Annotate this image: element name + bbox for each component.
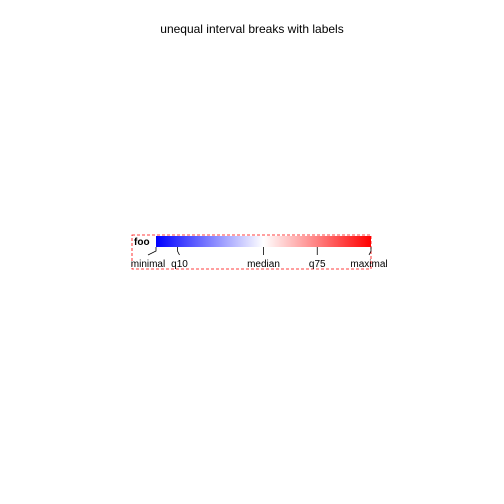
- colorbar-legend: foo minimal q10 median q75 maximal: [131, 234, 388, 270]
- plot-title: unequal interval breaks with labels: [160, 22, 343, 36]
- legend-frame: [131, 234, 372, 270]
- break-label-q75: q75: [309, 259, 326, 270]
- break-tick-maximal: [368, 247, 372, 256]
- break-label-q10: q10: [171, 259, 188, 270]
- break-label-minimal: minimal: [131, 259, 165, 270]
- break-ticks: [147, 247, 372, 256]
- break-tick-minimal: [147, 247, 157, 256]
- break-label-median: median: [247, 259, 280, 270]
- break-tick-q10: [177, 247, 180, 256]
- legend-title: foo: [134, 237, 150, 248]
- break-label-maximal: maximal: [350, 259, 387, 270]
- colorbar: [156, 236, 371, 247]
- break-labels: minimal q10 median q75 maximal: [131, 259, 388, 270]
